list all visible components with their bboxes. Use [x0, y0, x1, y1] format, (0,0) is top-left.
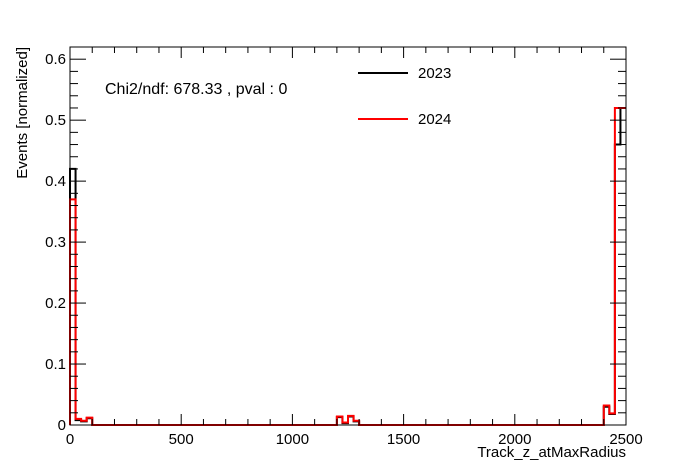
- axis-ticks: 0 500 1000 1500 2000 2500 0 0.1 0.2 0.3 0.4 0.5 0.6: [45, 46, 643, 448]
- x-tick-label: 2000: [498, 431, 531, 448]
- plot-frame: [69, 46, 627, 426]
- legend-label-2023: 2023: [418, 65, 451, 82]
- y-tick-label: 0.2: [45, 295, 66, 312]
- x-axis-title: Track_z_atMaxRadius: [477, 444, 626, 461]
- series-line-2024: [69, 106, 626, 426]
- y-tick-label: 0.5: [45, 112, 66, 129]
- annotation-text: Chi2/ndf: 678.33 , pval : 0: [105, 81, 287, 98]
- legend: 2023 2024: [358, 65, 451, 128]
- x-tick-label: 2500: [609, 431, 642, 448]
- y-axis-title: Events [normalized]: [14, 47, 31, 179]
- legend-label-2024: 2024: [418, 111, 451, 128]
- x-tick-label: 1500: [387, 431, 420, 448]
- x-tick-label: 0: [66, 431, 74, 448]
- y-tick-label: 0.6: [45, 51, 66, 68]
- x-tick-label: 500: [169, 431, 194, 448]
- y-tick-label: 0.1: [45, 356, 66, 373]
- plot-area: [69, 106, 626, 426]
- y-tick-label: 0: [58, 417, 66, 434]
- x-tick-label: 1000: [276, 431, 309, 448]
- y-tick-label: 0.3: [45, 234, 66, 251]
- y-tick-label: 0.4: [45, 173, 66, 190]
